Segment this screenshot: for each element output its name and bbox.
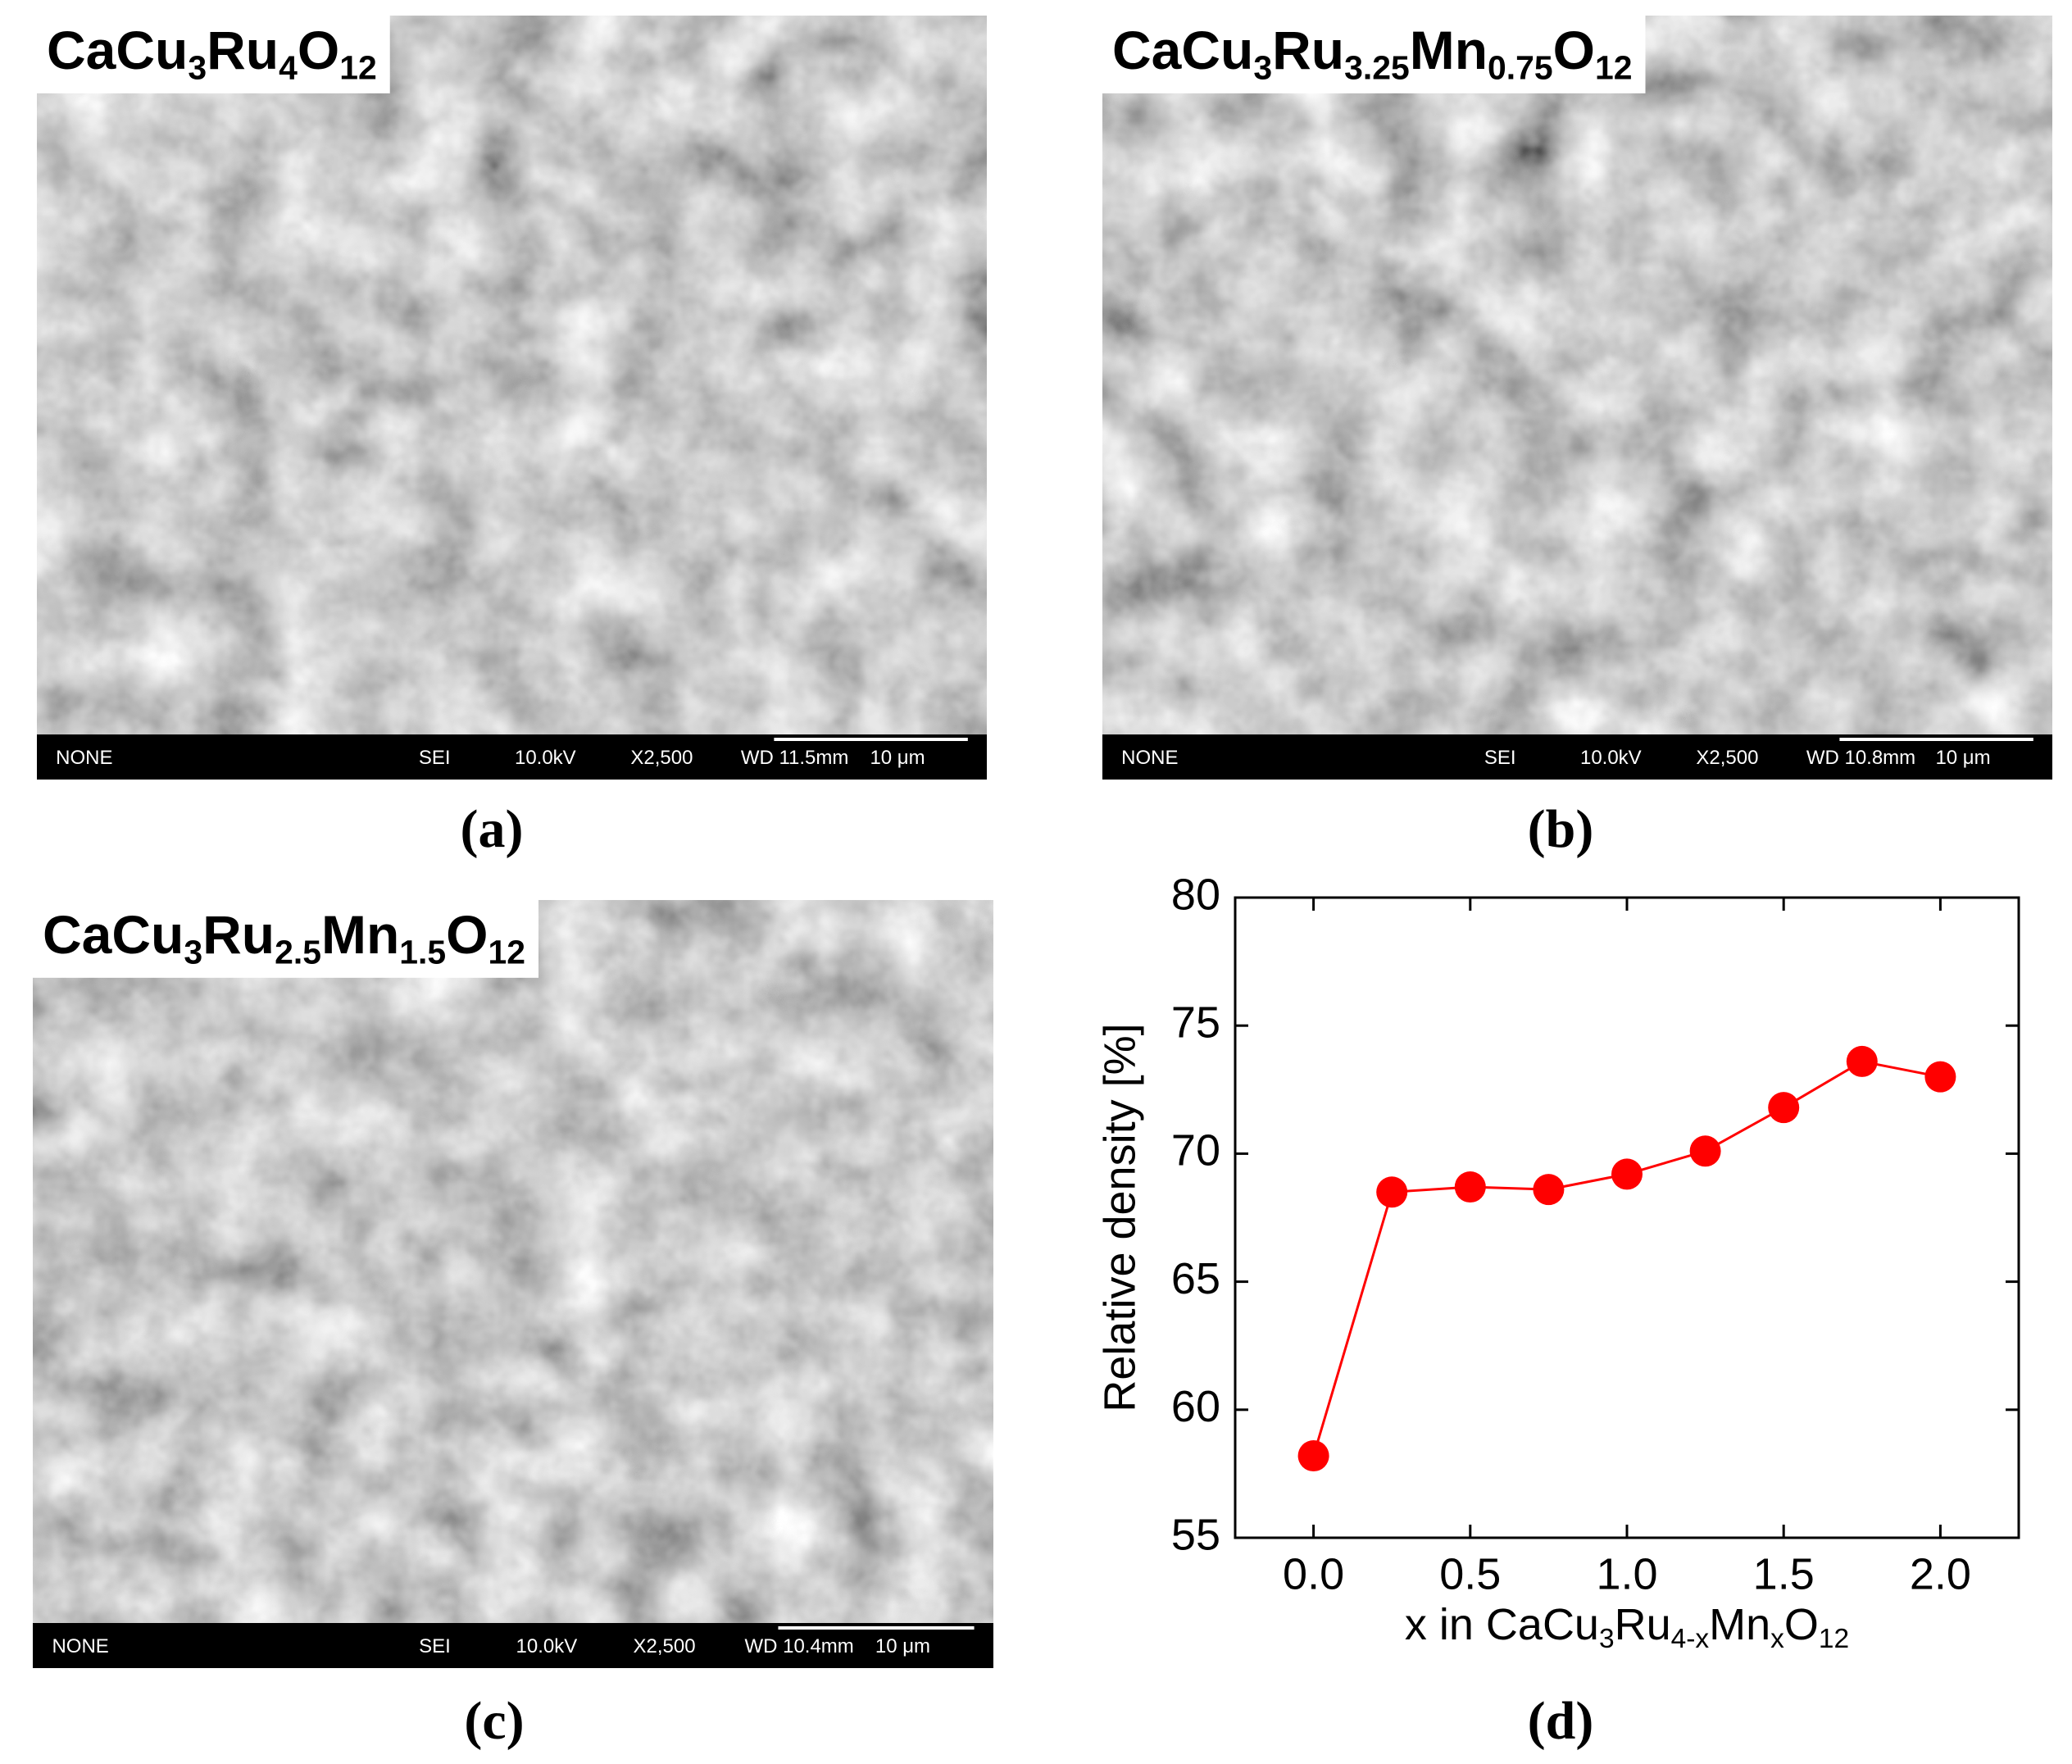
data-point [1768,1092,1800,1124]
formula-part: Mn [1709,1600,1770,1649]
formula-part: CaCu [43,904,184,965]
x-tick-label: 0.5 [1439,1549,1501,1598]
info-text: X2,500 [630,747,693,769]
x-tick-label: 0.0 [1283,1549,1344,1598]
subscript: 3 [1599,1624,1615,1654]
y-tick-label: 65 [1171,1254,1220,1303]
formula-part: Ru [202,904,275,965]
info-text: WD 10.8mm [1806,747,1915,769]
formula-part: Ru [1272,20,1344,80]
subscript: 12 [1819,1624,1849,1654]
plot-frame [1234,896,2020,1539]
subscript: 12 [339,48,377,86]
info-text: SEI [1484,747,1516,769]
info-text: WD 10.4mm [744,1635,853,1657]
sem-image [1102,16,2052,780]
panel-label: (a) [461,799,524,859]
formula-part: x in CaCu [1405,1600,1599,1649]
formula: CaCu3Ru2.5Mn1.5O12 [43,904,525,971]
data-point [1454,1171,1486,1203]
y-tick-label: 55 [1171,1510,1220,1559]
formula-part: Ru [207,20,279,80]
formula: CaCu3Ru4O12 [47,20,377,86]
subscript: 3.25 [1344,48,1410,86]
info-text: X2,500 [634,1635,696,1657]
info-text: 10.0kV [1580,747,1642,769]
y-tick-label: 75 [1171,998,1220,1047]
info-text: SEI [419,747,451,769]
formula-part: Ru [1615,1600,1671,1649]
info-text: 10 μm [870,747,925,769]
y-tick-label: 70 [1171,1126,1220,1175]
formula: CaCu3Ru3.25Mn0.75O12 [1112,20,1633,86]
subscript: 1.5 [399,933,446,971]
subscript: 3 [1253,48,1272,86]
data-point [1533,1174,1565,1206]
formula-part: CaCu [1112,20,1253,80]
formula-box [37,16,390,93]
formula-part: O [298,20,339,80]
info-text: 10.0kV [515,747,576,769]
info-text: WD 11.5mm [741,747,849,769]
subscript: 0.75 [1488,48,1553,86]
info-text: NONE [52,1635,108,1657]
info-text: 10 μm [1935,747,1990,769]
subscript: 3 [184,933,202,971]
y-axis-label: Relative density [%] [1095,1023,1144,1412]
data-point [1376,1176,1408,1208]
panel-label: (b) [1528,799,1594,859]
subscript: x [1770,1624,1784,1654]
formula-box [33,900,539,978]
formula-part: Mn [321,904,399,965]
subscript: 12 [1595,48,1633,86]
subscript: 3 [188,48,207,86]
info-text: NONE [56,747,112,769]
formula-box [1102,16,1646,93]
subscript: 4 [279,48,298,86]
info-text: 10 μm [875,1635,930,1657]
info-text: NONE [1121,747,1178,769]
info-text: 10.0kV [516,1635,578,1657]
data-point [1924,1061,1956,1093]
info-bar [1102,734,2052,780]
info-text: SEI [419,1635,451,1657]
info-bar [37,734,987,780]
panel-label: (c) [464,1691,524,1751]
sem-image [37,16,987,780]
info-bar [33,1623,993,1668]
data-point [1611,1158,1643,1190]
x-tick-label: 1.5 [1753,1549,1815,1598]
formula-part: O [446,904,488,965]
sem-image [33,900,993,1668]
y-tick-label: 60 [1171,1382,1220,1431]
subscript: 4-x [1671,1624,1710,1654]
data-point [1297,1440,1329,1472]
formula-part: O [1553,20,1595,80]
data-point [1846,1045,1878,1077]
info-text: X2,500 [1696,747,1758,769]
subscript: 12 [488,933,526,971]
panel-label: (d) [1528,1691,1594,1751]
y-tick-label: 80 [1171,870,1220,919]
x-tick-label: 2.0 [1910,1549,1971,1598]
formula: x in CaCu3Ru4-xMnxO12 [1405,1600,1849,1654]
x-tick-label: 1.0 [1596,1549,1657,1598]
formula-part: O [1784,1600,1819,1649]
formula-part: CaCu [47,20,188,80]
data-point [1689,1135,1721,1167]
subscript: 2.5 [275,933,321,971]
formula-part: Mn [1410,20,1488,80]
data-line [1312,1060,1941,1457]
